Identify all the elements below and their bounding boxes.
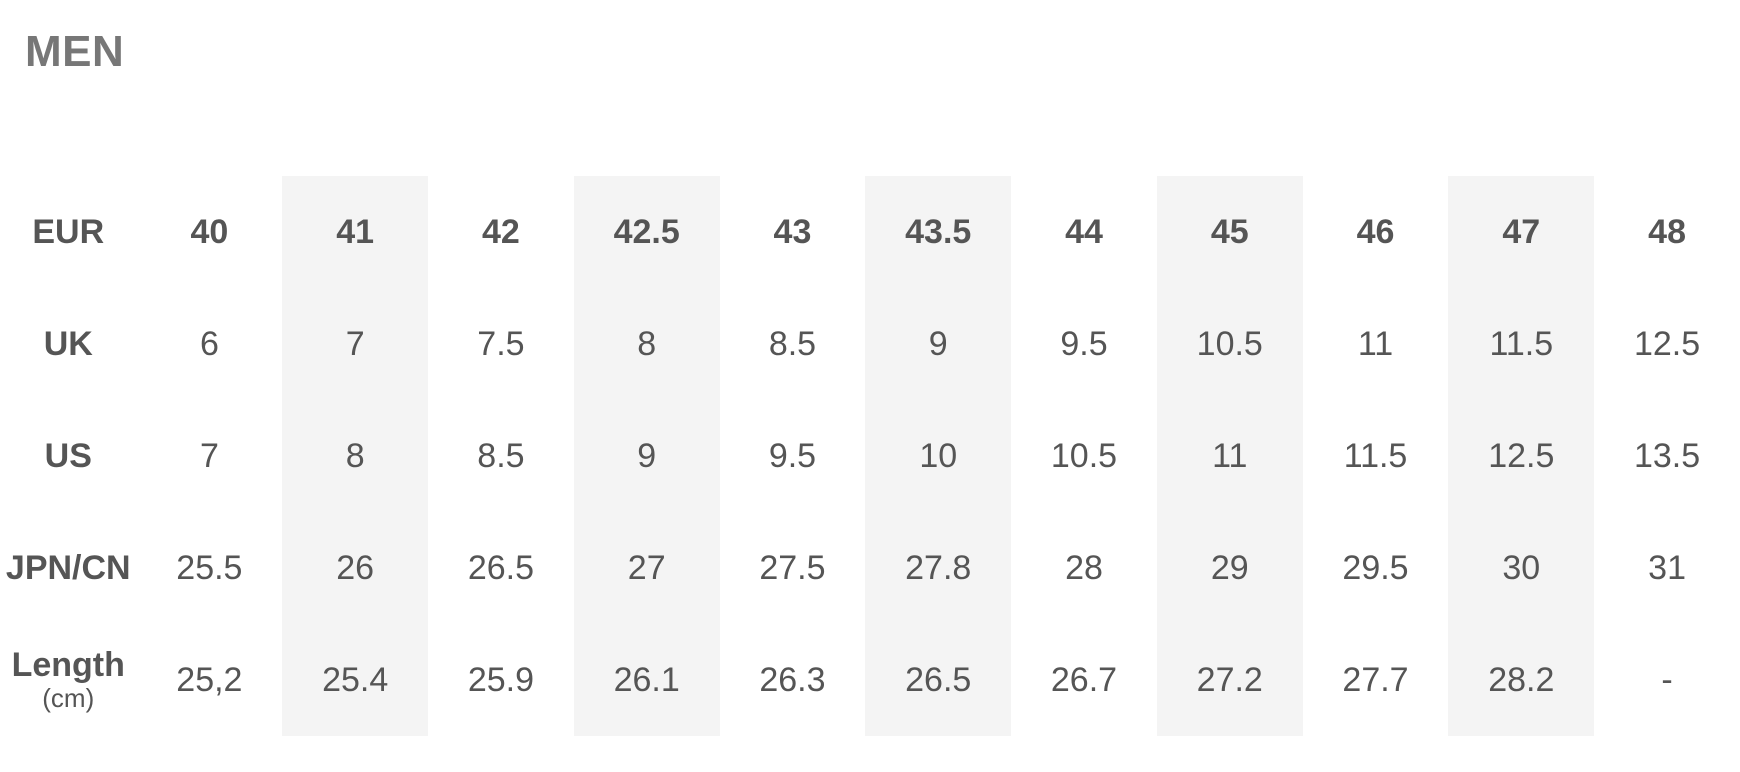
size-cell: 26.3 <box>759 660 826 699</box>
table-row: JPN/CN 25.5 26 26.5 27 27.5 27.8 28 29 29.5 30 31 <box>0 512 1740 624</box>
size-cell: 12.5 <box>1488 436 1555 475</box>
size-cell: - <box>1661 660 1673 699</box>
size-cell: 25.4 <box>322 660 389 699</box>
size-cell: 25.5 <box>176 548 243 587</box>
size-cell: 28 <box>1065 548 1103 587</box>
size-cell: 11.5 <box>1489 324 1554 363</box>
size-cell: 44 <box>1065 212 1103 251</box>
size-cell: 27.7 <box>1342 660 1409 699</box>
size-cell: 11.5 <box>1343 436 1408 475</box>
size-cell: 27.5 <box>759 548 826 587</box>
size-cell: 26.7 <box>1050 660 1118 699</box>
size-cell: 29 <box>1210 548 1249 587</box>
size-cell: 48 <box>1648 212 1686 251</box>
size-cell: 7.5 <box>477 324 525 363</box>
size-cell: 8.5 <box>768 324 817 363</box>
size-cell: 40 <box>190 212 229 251</box>
row-header-label: JPN/CN <box>5 548 131 587</box>
size-cell: 26 <box>336 548 375 587</box>
size-cell: 28.2 <box>1488 660 1555 699</box>
size-cell: 27 <box>627 548 666 587</box>
page-title: MEN <box>25 27 125 76</box>
row-header-length: Length (cm) <box>0 624 137 736</box>
size-cell: 26.5 <box>467 548 535 587</box>
row-header-label: Length <box>11 645 125 684</box>
size-cell: 13.5 <box>1633 436 1701 475</box>
size-cell: 31 <box>1648 548 1686 587</box>
size-cell: 42.5 <box>613 212 680 251</box>
size-cell: 45 <box>1210 212 1249 251</box>
size-cell: 10 <box>919 436 958 475</box>
size-cell: 10.5 <box>1196 324 1263 363</box>
size-cell: 9 <box>637 436 657 475</box>
row-header-label: EUR <box>32 212 105 251</box>
size-cell: 26.1 <box>613 660 680 699</box>
size-cell: 10.5 <box>1050 436 1118 475</box>
row-header-label: US <box>44 436 92 475</box>
size-chart-table: EUR 40 41 42 42.5 43 43.5 44 45 46 47 48 UK 6 7 7.5 8 8.5… <box>0 176 1740 736</box>
size-cell: 12.5 <box>1633 324 1701 363</box>
size-cell: 9.5 <box>1060 324 1108 363</box>
size-cell: 29.5 <box>1342 548 1409 587</box>
size-cell: 25.9 <box>467 660 535 699</box>
size-cell: 30 <box>1502 548 1541 587</box>
row-header-unit: (cm) <box>42 683 95 714</box>
size-cell: 47 <box>1502 212 1541 251</box>
table-row: UK 6 7 7.5 8 8.5 9 9.5 10.5 11 11.5 12.5 <box>0 288 1740 400</box>
size-cell: 41 <box>336 212 375 251</box>
size-cell: 11 <box>1212 436 1248 475</box>
size-cell: 11 <box>1357 324 1394 363</box>
size-cell: 8.5 <box>477 436 525 475</box>
size-cell: 27.2 <box>1196 660 1263 699</box>
row-header-label: UK <box>43 324 93 363</box>
row-header-us: US <box>0 400 137 512</box>
size-cell: 9 <box>928 324 948 363</box>
size-cell: 6 <box>199 324 219 363</box>
size-cell: 8 <box>637 324 657 363</box>
size-cell: 42 <box>482 212 520 251</box>
row-header-eur: EUR <box>0 176 137 288</box>
size-cell: 46 <box>1356 212 1395 251</box>
table-row: US 7 8 8.5 9 9.5 10 10.5 11 11.5 12.5 13.5 <box>0 400 1740 512</box>
row-header-jpn-cn: JPN/CN <box>0 512 137 624</box>
size-cell: 25,2 <box>176 660 243 699</box>
size-cell: 27.8 <box>905 548 972 587</box>
row-header-uk: UK <box>0 288 137 400</box>
size-cell: 43 <box>773 212 812 251</box>
table-row: EUR 40 41 42 42.5 43 43.5 44 45 46 47 48 <box>0 176 1740 288</box>
size-cell: 7 <box>345 324 365 363</box>
table-row: Length (cm) 25,2 25.4 25.9 26.1 26.3 26.5 26.7 27… <box>0 624 1740 736</box>
size-cell: 43.5 <box>905 212 972 251</box>
size-cell: 26.5 <box>905 660 972 699</box>
size-cell: 7 <box>199 436 219 475</box>
size-cell: 8 <box>345 436 365 475</box>
size-cell: 9.5 <box>768 436 817 475</box>
